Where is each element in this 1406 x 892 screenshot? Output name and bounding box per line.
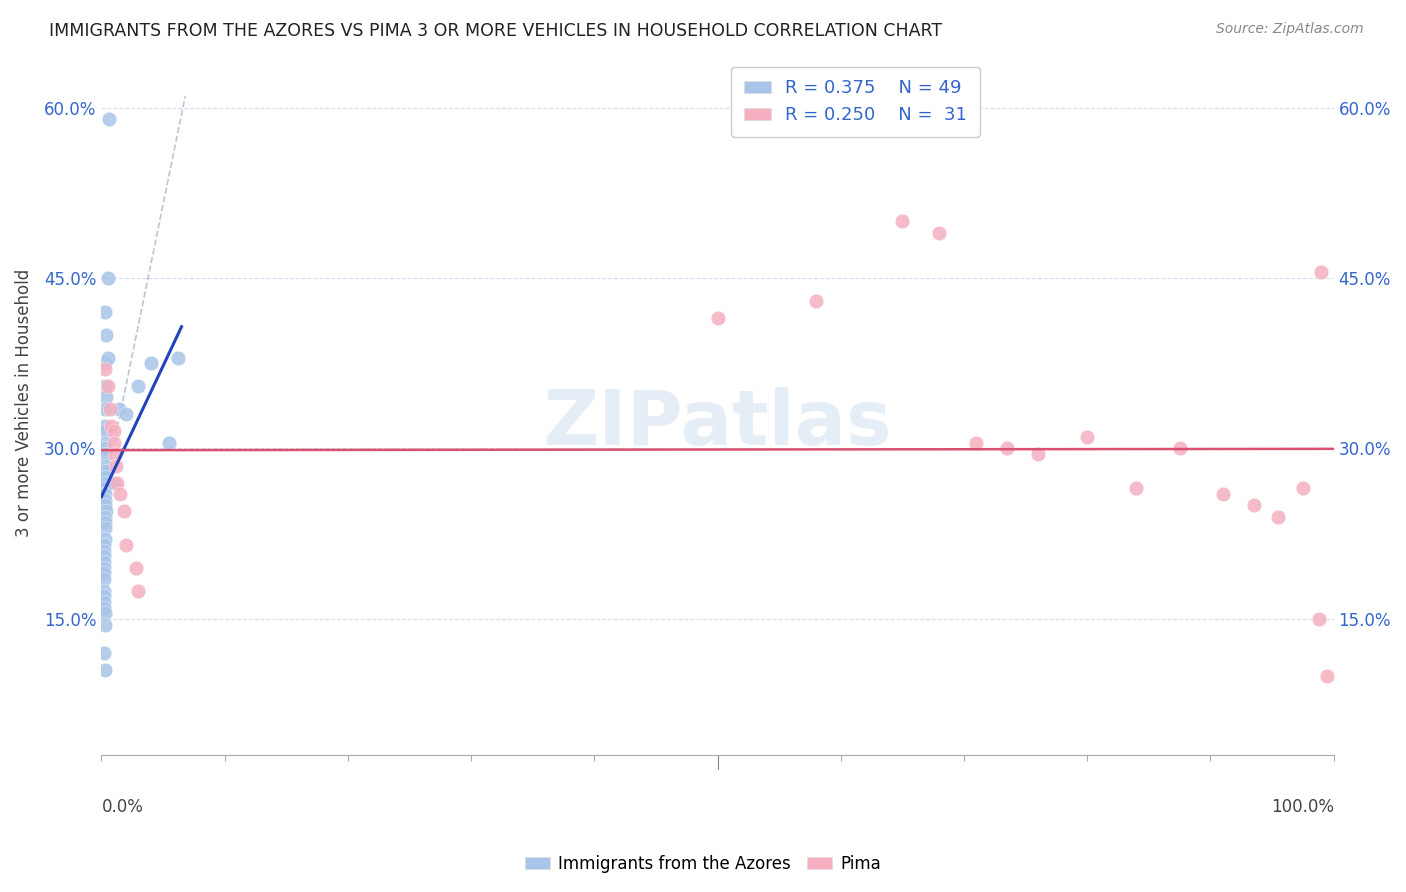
Point [94,379,117,393]
Point [112,504,135,518]
Point [97,379,120,393]
Text: Source: ZipAtlas.com: Source: ZipAtlas.com [1216,22,1364,37]
Point [157,435,180,450]
Text: IMMIGRANTS FROM THE AZORES VS PIMA 3 OR MORE VEHICLES IN HOUSEHOLD CORRELATION C: IMMIGRANTS FROM THE AZORES VS PIMA 3 OR … [49,22,942,40]
Point [94,447,117,461]
Point [94,607,117,621]
Point [97,112,120,126]
Point [1168,442,1191,456]
Point [93,583,115,598]
Point [1212,487,1234,501]
Point [94,492,117,507]
Point [108,487,131,501]
Point [94,418,117,433]
Point [94,481,117,495]
Point [94,401,117,416]
Point [94,470,117,484]
Point [127,379,149,393]
Y-axis label: 3 or more Vehicles in Household: 3 or more Vehicles in Household [15,268,32,537]
Point [94,498,117,512]
Point [94,458,117,473]
Text: 0.0%: 0.0% [101,797,143,815]
Point [1308,612,1330,626]
Point [104,447,127,461]
Point [804,293,827,308]
Point [94,516,117,530]
Point [1292,481,1315,495]
Point [93,600,115,615]
Point [965,435,987,450]
Text: ZIPatlas: ZIPatlas [543,387,891,461]
Point [94,533,117,547]
Point [94,521,117,535]
Point [107,401,129,416]
Point [125,561,148,575]
Point [94,362,117,376]
Legend: R = 0.375    N = 49, R = 0.250    N =  31: R = 0.375 N = 49, R = 0.250 N = 31 [731,67,980,137]
Point [96,425,118,439]
Point [93,589,115,603]
Point [93,646,115,660]
Point [100,418,122,433]
Point [103,425,125,439]
Point [94,464,117,478]
Point [1310,265,1333,279]
Point [94,487,117,501]
Point [93,561,115,575]
Point [139,356,162,370]
Point [94,356,117,370]
Point [1267,509,1289,524]
Point [1316,669,1339,683]
Text: 100.0%: 100.0% [1271,797,1334,815]
Point [1125,481,1147,495]
Point [97,271,120,285]
Point [96,327,118,342]
Point [93,566,115,581]
Point [103,435,125,450]
Point [1243,498,1265,512]
Point [98,401,121,416]
Point [115,408,138,422]
Point [93,572,115,586]
Point [94,475,117,490]
Point [167,351,190,365]
Point [1076,430,1098,444]
Point [94,442,117,456]
Point [995,442,1018,456]
Point [1026,447,1049,461]
Point [127,583,149,598]
Point [105,458,128,473]
Point [706,310,728,325]
Point [93,543,115,558]
Point [93,555,115,569]
Point [94,509,117,524]
Point [94,663,117,677]
Point [107,475,129,490]
Point [94,617,117,632]
Point [115,538,138,552]
Point [928,226,950,240]
Point [93,595,115,609]
Legend: Immigrants from the Azores, Pima: Immigrants from the Azores, Pima [517,848,889,880]
Point [891,214,914,228]
Point [96,504,118,518]
Point [93,549,115,564]
Point [94,435,117,450]
Point [103,475,125,490]
Point [94,305,117,319]
Point [97,351,120,365]
Point [93,538,115,552]
Point [96,390,118,404]
